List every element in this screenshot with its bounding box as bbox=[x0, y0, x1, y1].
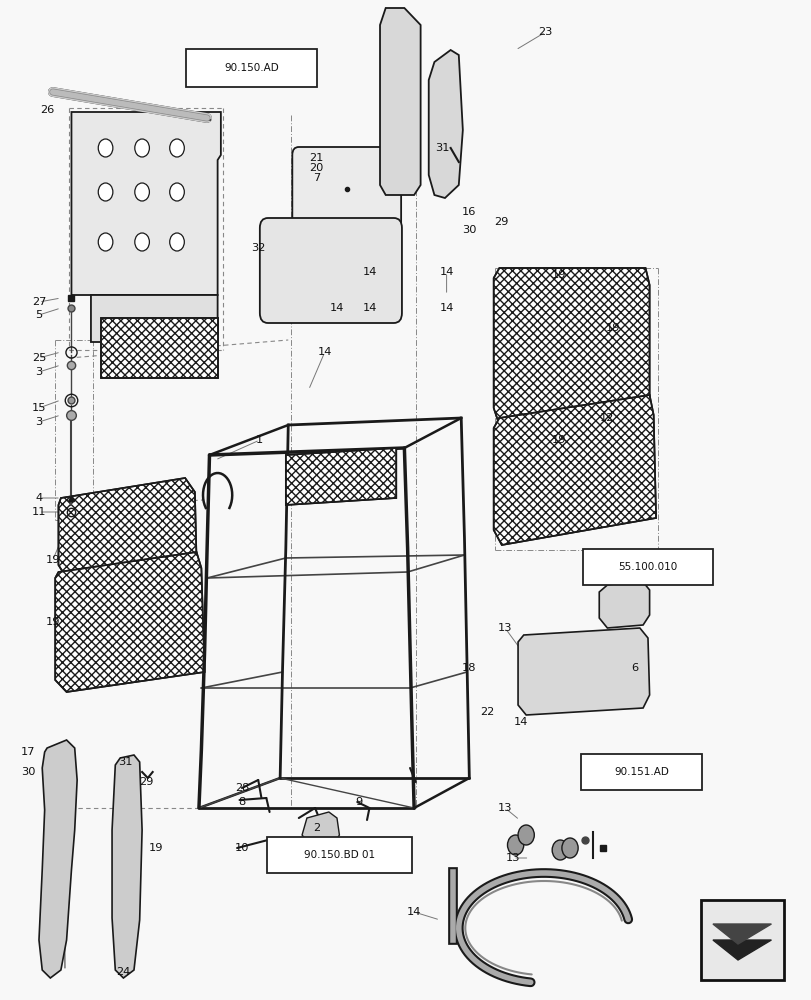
Text: 14: 14 bbox=[406, 907, 421, 917]
Circle shape bbox=[551, 840, 568, 860]
Polygon shape bbox=[302, 812, 339, 848]
Text: 19: 19 bbox=[551, 435, 565, 445]
Text: 19: 19 bbox=[45, 617, 60, 627]
Polygon shape bbox=[58, 478, 196, 578]
Circle shape bbox=[135, 233, 149, 251]
Text: 19: 19 bbox=[148, 843, 163, 853]
Text: 17: 17 bbox=[21, 747, 36, 757]
Text: 13: 13 bbox=[505, 853, 520, 863]
Polygon shape bbox=[599, 580, 649, 628]
Text: 30: 30 bbox=[21, 767, 36, 777]
Text: 27: 27 bbox=[32, 297, 46, 307]
Text: 14: 14 bbox=[329, 303, 344, 313]
Text: 19: 19 bbox=[45, 555, 60, 565]
Text: 4: 4 bbox=[36, 493, 42, 503]
Text: 2: 2 bbox=[313, 823, 320, 833]
Polygon shape bbox=[101, 318, 217, 378]
Text: 14: 14 bbox=[362, 267, 376, 277]
Text: 90.150.BD 01: 90.150.BD 01 bbox=[303, 850, 375, 860]
Circle shape bbox=[561, 838, 577, 858]
FancyBboxPatch shape bbox=[186, 49, 316, 87]
Text: 9: 9 bbox=[355, 797, 362, 807]
Text: 14: 14 bbox=[362, 303, 376, 313]
Text: 1: 1 bbox=[256, 435, 263, 445]
Text: 31: 31 bbox=[435, 143, 449, 153]
Text: 29: 29 bbox=[494, 217, 508, 227]
Polygon shape bbox=[112, 755, 142, 978]
Text: 21: 21 bbox=[309, 153, 324, 163]
Polygon shape bbox=[493, 268, 649, 425]
Text: 13: 13 bbox=[497, 623, 512, 633]
Text: 14: 14 bbox=[513, 717, 528, 727]
Circle shape bbox=[169, 233, 184, 251]
Polygon shape bbox=[285, 448, 396, 505]
FancyBboxPatch shape bbox=[260, 218, 401, 323]
Text: 18: 18 bbox=[461, 663, 476, 673]
FancyBboxPatch shape bbox=[581, 754, 701, 790]
Text: 55.100.010: 55.100.010 bbox=[618, 562, 676, 572]
Circle shape bbox=[135, 183, 149, 201]
Polygon shape bbox=[712, 940, 770, 960]
Text: 8: 8 bbox=[238, 797, 245, 807]
Polygon shape bbox=[39, 740, 77, 978]
Text: 7: 7 bbox=[313, 173, 320, 183]
Text: 11: 11 bbox=[32, 507, 46, 517]
Text: 20: 20 bbox=[309, 163, 324, 173]
Text: 14: 14 bbox=[439, 303, 453, 313]
Text: 5: 5 bbox=[36, 310, 42, 320]
Text: 13: 13 bbox=[497, 803, 512, 813]
Text: 26: 26 bbox=[40, 105, 54, 115]
Polygon shape bbox=[712, 924, 770, 944]
Text: 6: 6 bbox=[631, 663, 637, 673]
Circle shape bbox=[135, 139, 149, 157]
FancyBboxPatch shape bbox=[292, 147, 401, 231]
Circle shape bbox=[169, 139, 184, 157]
Text: 31: 31 bbox=[118, 757, 133, 767]
Text: 24: 24 bbox=[116, 967, 131, 977]
Polygon shape bbox=[91, 295, 217, 342]
Circle shape bbox=[98, 183, 113, 201]
Text: 16: 16 bbox=[461, 207, 476, 217]
Text: 14: 14 bbox=[439, 267, 453, 277]
Text: 30: 30 bbox=[461, 225, 476, 235]
Text: 23: 23 bbox=[538, 27, 552, 37]
Text: 15: 15 bbox=[32, 403, 46, 413]
Text: 32: 32 bbox=[251, 243, 265, 253]
Polygon shape bbox=[380, 8, 420, 195]
Polygon shape bbox=[55, 552, 204, 692]
Circle shape bbox=[507, 835, 523, 855]
Text: 90.151.AD: 90.151.AD bbox=[613, 767, 668, 777]
Bar bbox=[700, 900, 783, 980]
Text: 14: 14 bbox=[317, 347, 332, 357]
Text: 90.150.AD: 90.150.AD bbox=[224, 63, 279, 73]
Circle shape bbox=[517, 825, 534, 845]
Polygon shape bbox=[71, 112, 221, 295]
Text: 25: 25 bbox=[32, 353, 46, 363]
Text: 28: 28 bbox=[234, 783, 249, 793]
Text: 10: 10 bbox=[234, 843, 249, 853]
Text: 12: 12 bbox=[599, 413, 614, 423]
Circle shape bbox=[98, 233, 113, 251]
Text: 3: 3 bbox=[36, 367, 42, 377]
Text: 19: 19 bbox=[605, 323, 620, 333]
Text: 22: 22 bbox=[479, 707, 494, 717]
Text: 29: 29 bbox=[139, 777, 153, 787]
FancyBboxPatch shape bbox=[267, 837, 411, 873]
Polygon shape bbox=[517, 628, 649, 715]
Polygon shape bbox=[493, 395, 655, 545]
Text: 19: 19 bbox=[551, 270, 565, 280]
Text: 3: 3 bbox=[36, 417, 42, 427]
Circle shape bbox=[98, 139, 113, 157]
Polygon shape bbox=[428, 50, 462, 198]
FancyBboxPatch shape bbox=[582, 549, 713, 585]
Circle shape bbox=[169, 183, 184, 201]
